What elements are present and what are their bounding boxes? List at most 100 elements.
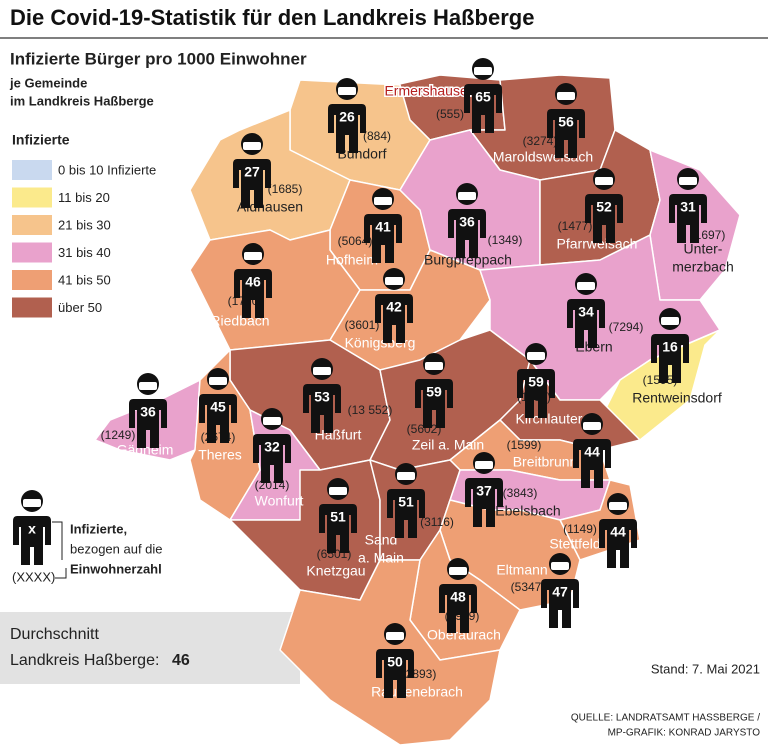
legend-swatch — [12, 270, 52, 290]
source: QUELLE: LANDRATSAMT HASSBERGE / — [571, 713, 760, 724]
figure: 34 — [567, 273, 605, 348]
key-bracket — [52, 521, 67, 579]
municipality-name: Oberaurach — [427, 627, 501, 643]
figure-mask — [386, 632, 404, 640]
municipality-name: Rauhenebrach — [371, 684, 463, 700]
figure-body — [448, 209, 486, 258]
figure-body — [303, 384, 341, 433]
figure-mask — [329, 487, 347, 495]
population: (5347) — [511, 580, 546, 594]
municipality-name: Ermershausen — [384, 83, 475, 99]
figure-body — [13, 516, 51, 565]
figure-body — [465, 478, 503, 527]
figure-mask — [679, 177, 697, 185]
figure-mask — [475, 461, 493, 469]
figure: 51 — [319, 478, 357, 553]
population: (3843) — [503, 486, 538, 500]
figure-mask — [313, 367, 331, 375]
figure: 16 — [651, 308, 689, 383]
key: x (XXXX) Infizierte, bezogen auf die Einwohn… — [12, 490, 163, 584]
figure-value: 59 — [528, 374, 544, 390]
population: (2893) — [402, 667, 437, 681]
municipality-name: merzbach — [672, 259, 733, 275]
figure-body — [415, 379, 453, 428]
average-label: Durchschnitt — [10, 626, 99, 643]
figure-value: 47 — [552, 584, 568, 600]
legend-label: 31 bis 40 — [58, 245, 111, 260]
population: (555) — [436, 107, 464, 121]
figure-value: 41 — [375, 219, 391, 235]
figure-mask — [449, 567, 467, 575]
figure-body — [199, 394, 237, 443]
figure: 50 — [376, 623, 414, 698]
figure-body — [567, 299, 605, 348]
figure-value: 50 — [387, 654, 403, 670]
figure: 41 — [364, 188, 402, 263]
figure-mask — [474, 67, 492, 75]
title: Die Covid-19-Statistik für den Landkreis… — [10, 5, 534, 30]
figure: 45 — [199, 368, 237, 443]
figure: 36 — [129, 373, 167, 448]
figure-value: 51 — [398, 494, 414, 510]
figure-value: 32 — [264, 439, 280, 455]
figure: 37 — [465, 452, 503, 527]
figure-mask — [577, 282, 595, 290]
figure: 53 — [303, 358, 341, 433]
legend-swatch — [12, 242, 52, 263]
municipality-name: Haßfurt — [315, 427, 362, 443]
figure-mask — [425, 362, 443, 370]
key-line: bezogen auf die — [70, 541, 163, 556]
figure: x — [13, 490, 51, 565]
figure-mask — [338, 87, 356, 95]
figure-value: 51 — [330, 509, 346, 525]
figure: 65 — [464, 58, 502, 133]
figure-value: 36 — [459, 214, 475, 230]
figure-value: 46 — [245, 274, 261, 290]
population: (1477) — [558, 219, 593, 233]
figure-mask — [209, 377, 227, 385]
municipality-name: Gädheim — [117, 442, 174, 458]
population: (1599) — [507, 438, 542, 452]
figure-mask — [263, 417, 281, 425]
figure-mask — [595, 177, 613, 185]
date: Stand: 7. Mai 2021 — [651, 661, 760, 676]
municipality-name: Rentweinsdorf — [632, 390, 722, 406]
legend-swatch — [12, 187, 52, 208]
figure-mask — [385, 277, 403, 285]
municipality-name: Breitbrunn — [513, 454, 578, 470]
figure-body — [234, 269, 272, 318]
figure-body — [375, 294, 413, 343]
figure-body — [651, 334, 689, 383]
figure: 59 — [517, 343, 555, 418]
legend-label: über 50 — [58, 300, 102, 315]
population: (1697) — [691, 228, 726, 242]
figure-mask — [551, 562, 569, 570]
figure-value: 44 — [610, 524, 626, 540]
legend-label: 11 bis 20 — [58, 190, 110, 205]
municipality-name: Wonfurt — [255, 493, 304, 509]
figure-body — [233, 159, 271, 208]
figure: 59 — [415, 353, 453, 428]
legend-label: 0 bis 10 Infizierte — [58, 162, 156, 177]
population: (1685) — [268, 182, 303, 196]
legend-title: Infizierte — [12, 132, 70, 148]
figure-mask — [661, 317, 679, 325]
legend-swatch — [12, 160, 52, 180]
municipality-name: Stettfeld — [549, 536, 600, 552]
map: (555)Ermershausen 65(3274)Maroldsweisach5… — [94, 58, 741, 746]
figure-body — [328, 104, 366, 153]
population: (3116) — [420, 515, 454, 529]
figure-value: 45 — [210, 399, 226, 415]
municipality-name: Unter- — [684, 241, 723, 257]
figure-body — [319, 504, 357, 553]
average-box — [0, 612, 300, 684]
legend: 0 bis 10 Infizierte 11 bis 20 21 bis 30 31 … — [12, 160, 156, 318]
figure-value: 16 — [662, 339, 678, 355]
population: (5064) — [338, 234, 373, 248]
key-line: Einwohnerzahl — [70, 561, 162, 576]
figure-value: 56 — [558, 114, 574, 130]
average-region: Landkreis Haßberge: — [10, 652, 159, 669]
figure: 42 — [375, 268, 413, 343]
